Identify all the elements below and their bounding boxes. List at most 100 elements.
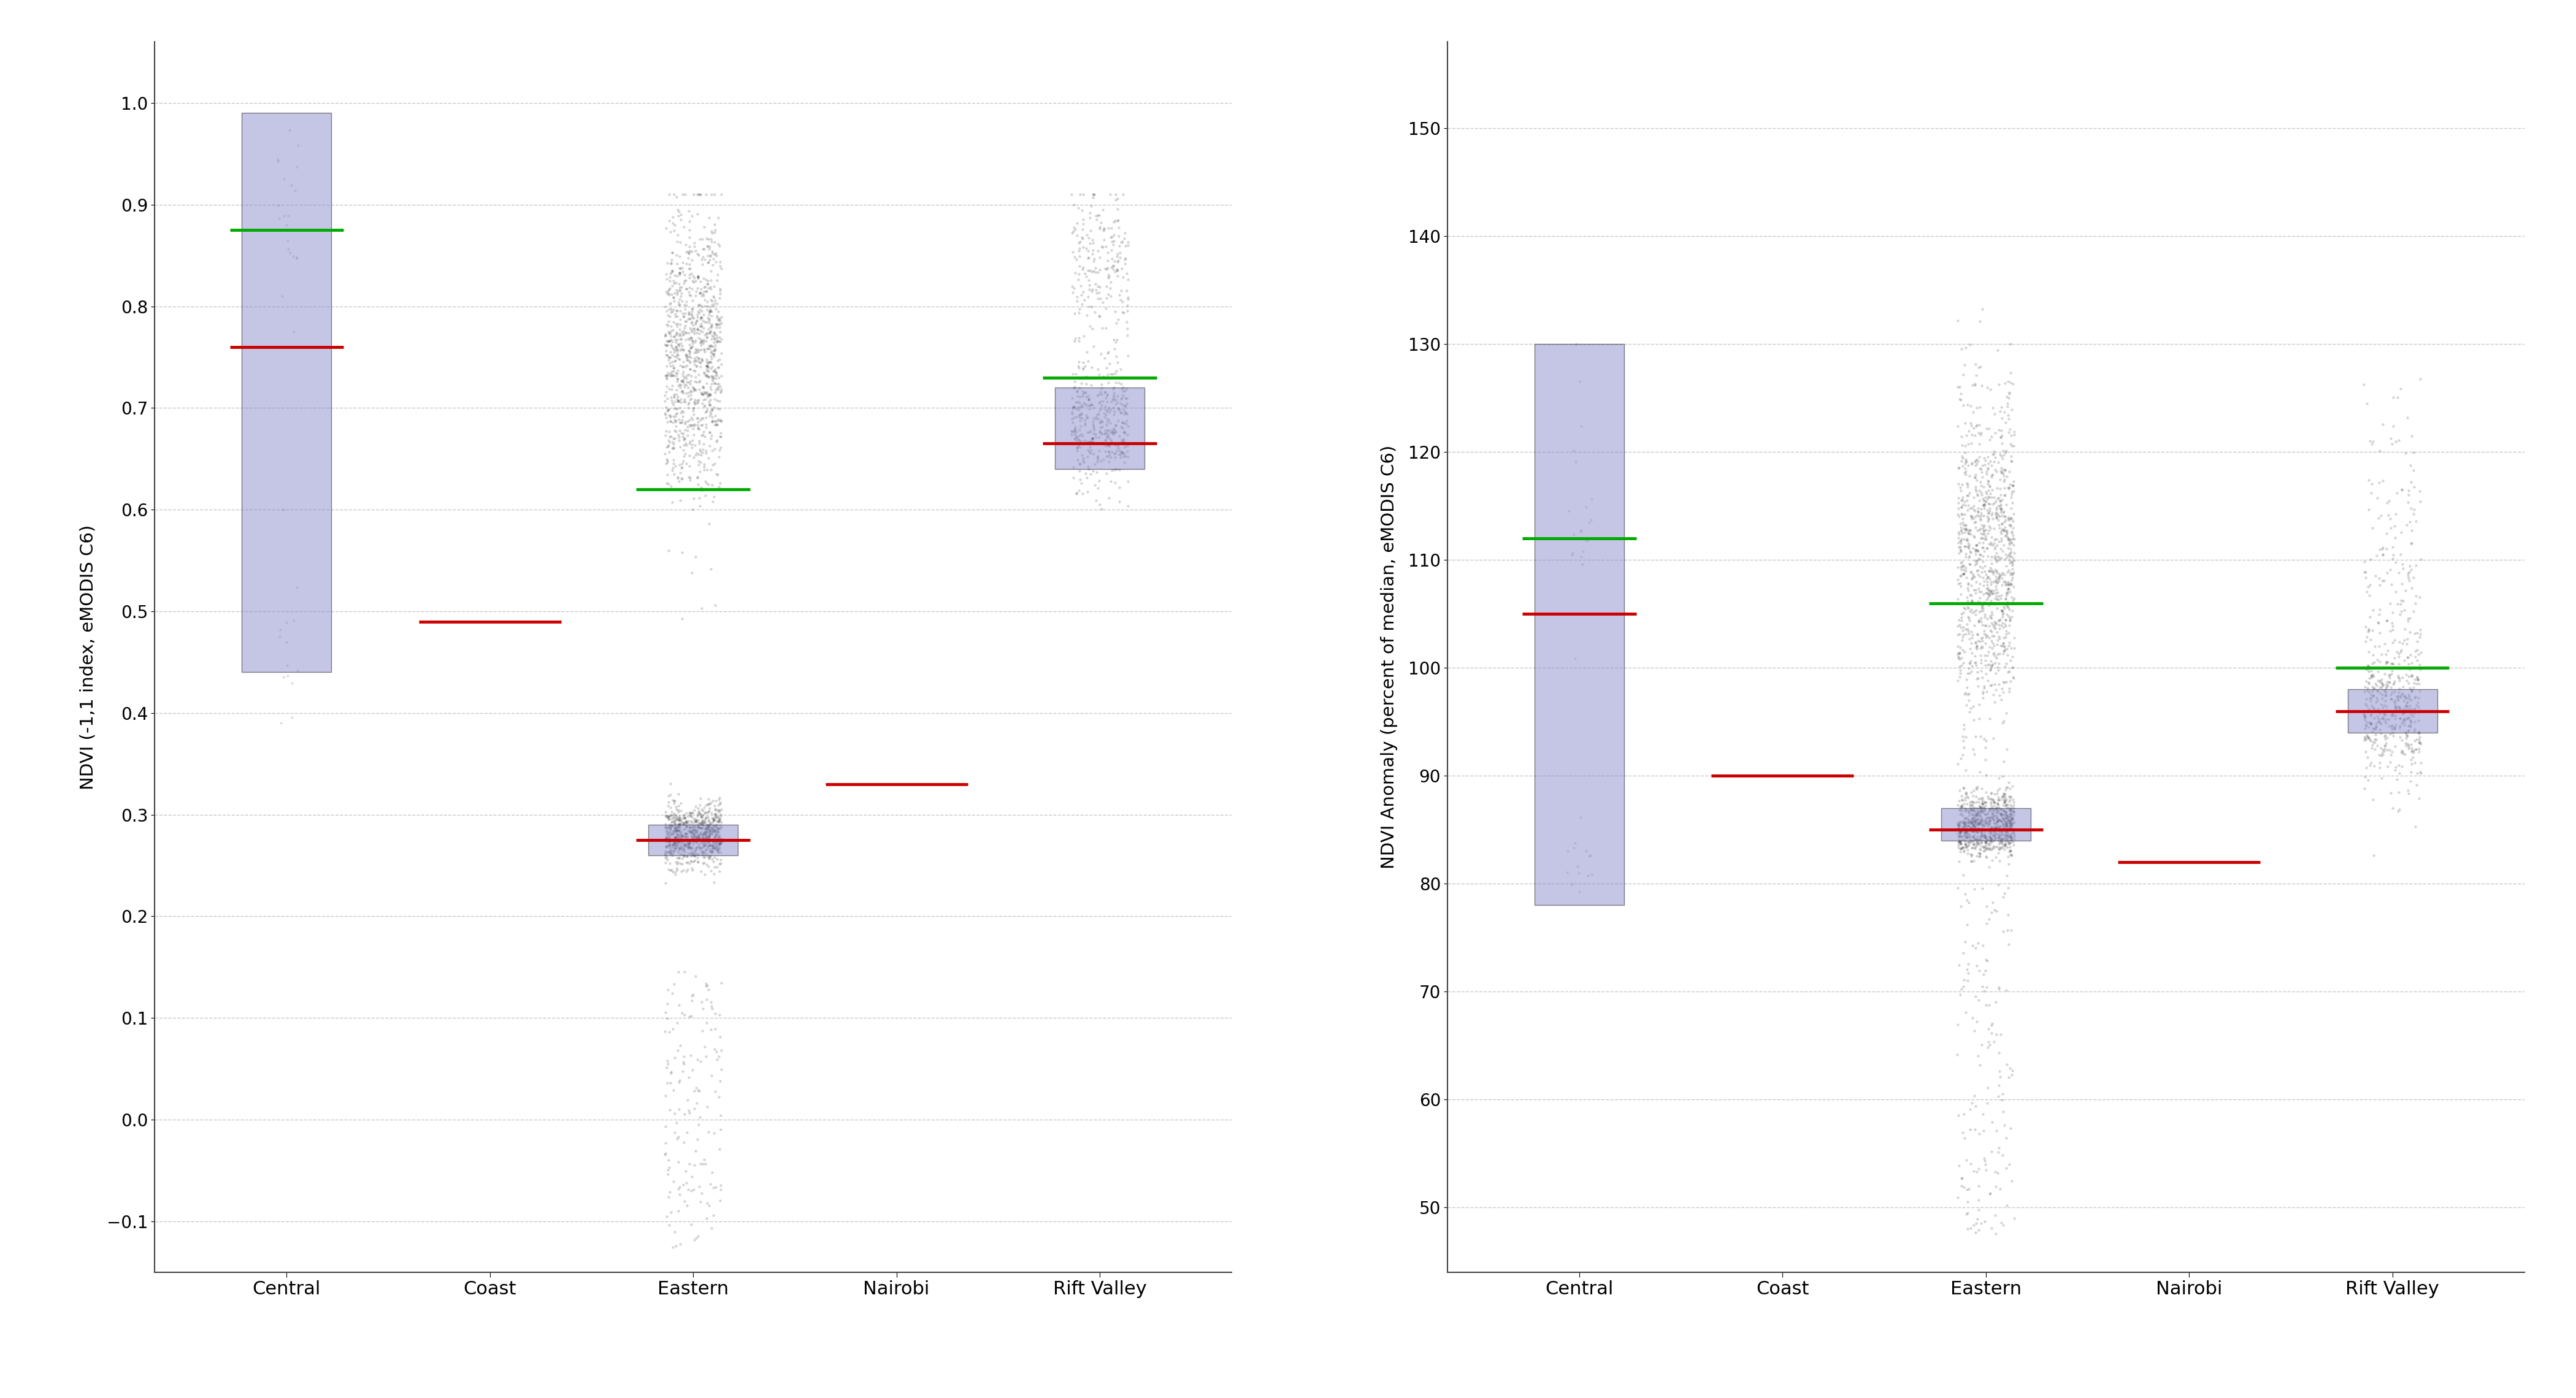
Point (698, 1069, 739, 1092)
Point (1994, 822, 2035, 844)
Point (675, 280, 716, 302)
Point (662, 183, 703, 206)
Point (672, 828, 714, 850)
Point (672, 377, 714, 400)
Point (1991, 450, 2032, 473)
Point (1105, 422, 1146, 445)
Point (1963, 575, 2004, 597)
Point (2360, 643, 2401, 665)
Point (1095, 189, 1136, 211)
Point (1968, 376, 2009, 398)
Point (698, 308, 739, 330)
Point (1095, 446, 1136, 468)
Point (1984, 791, 2025, 814)
Point (1991, 545, 2032, 568)
Point (2391, 700, 2432, 723)
Point (1965, 825, 2007, 847)
Point (683, 309, 724, 331)
Point (675, 819, 716, 842)
Point (688, 365, 729, 387)
Point (1937, 535, 1978, 558)
Point (647, 784, 688, 807)
Point (1976, 505, 2017, 527)
Point (2365, 703, 2406, 726)
Point (2393, 600, 2434, 622)
Point (670, 842, 711, 864)
Point (654, 863, 696, 885)
Point (2362, 686, 2403, 709)
Point (693, 830, 734, 853)
Point (1978, 798, 2020, 821)
Point (2378, 681, 2419, 703)
Point (693, 807, 734, 829)
Point (659, 812, 701, 835)
Point (659, 285, 701, 308)
Point (677, 347, 719, 369)
Point (1973, 562, 2014, 584)
Point (670, 277, 711, 299)
Point (690, 316, 732, 338)
Point (2385, 727, 2427, 749)
Point (1105, 249, 1146, 271)
Point (1947, 826, 1989, 849)
Point (1986, 808, 2027, 830)
Point (2383, 707, 2424, 730)
Point (675, 1139, 716, 1162)
Point (1059, 410, 1100, 432)
Point (1056, 224, 1097, 246)
Point (649, 252, 690, 274)
Point (2365, 643, 2406, 665)
Point (2388, 734, 2429, 756)
Point (1963, 487, 2004, 509)
Point (1955, 505, 1996, 527)
Point (1079, 390, 1121, 412)
Point (2393, 702, 2434, 724)
Point (665, 240, 706, 263)
Point (662, 829, 703, 851)
Point (680, 306, 721, 329)
Point (698, 809, 739, 832)
Point (1064, 452, 1105, 474)
Point (659, 373, 701, 396)
Point (662, 355, 703, 377)
Point (1986, 651, 2027, 674)
Point (1971, 534, 2012, 556)
Point (1084, 257, 1126, 280)
Point (698, 330, 739, 352)
Point (1960, 591, 2002, 614)
Point (1955, 1160, 1996, 1183)
Point (1100, 358, 1141, 380)
Point (649, 266, 690, 288)
Point (2354, 716, 2396, 738)
Bar (1942, 808, 2030, 840)
Point (1950, 598, 1991, 621)
Point (688, 303, 729, 326)
Point (1986, 466, 2027, 488)
Point (1989, 825, 2030, 847)
Point (644, 295, 685, 317)
Point (690, 355, 732, 377)
Point (1960, 825, 2002, 847)
Point (696, 828, 737, 850)
Point (1978, 509, 2020, 531)
Point (685, 843, 726, 865)
Point (2362, 542, 2403, 565)
Point (2349, 548, 2391, 570)
Point (654, 805, 696, 828)
Point (1950, 1152, 1991, 1174)
Point (2391, 709, 2432, 731)
Point (688, 823, 729, 846)
Point (680, 299, 721, 322)
Point (1940, 649, 1981, 671)
Point (2393, 475, 2434, 498)
Point (2388, 677, 2429, 699)
Point (1945, 818, 1986, 840)
Point (2375, 717, 2416, 740)
Point (1566, 496, 1607, 519)
Point (1963, 840, 2004, 863)
Point (1958, 833, 1999, 856)
Point (654, 819, 696, 842)
Point (1976, 559, 2017, 582)
Point (2385, 580, 2427, 603)
Point (690, 222, 732, 245)
